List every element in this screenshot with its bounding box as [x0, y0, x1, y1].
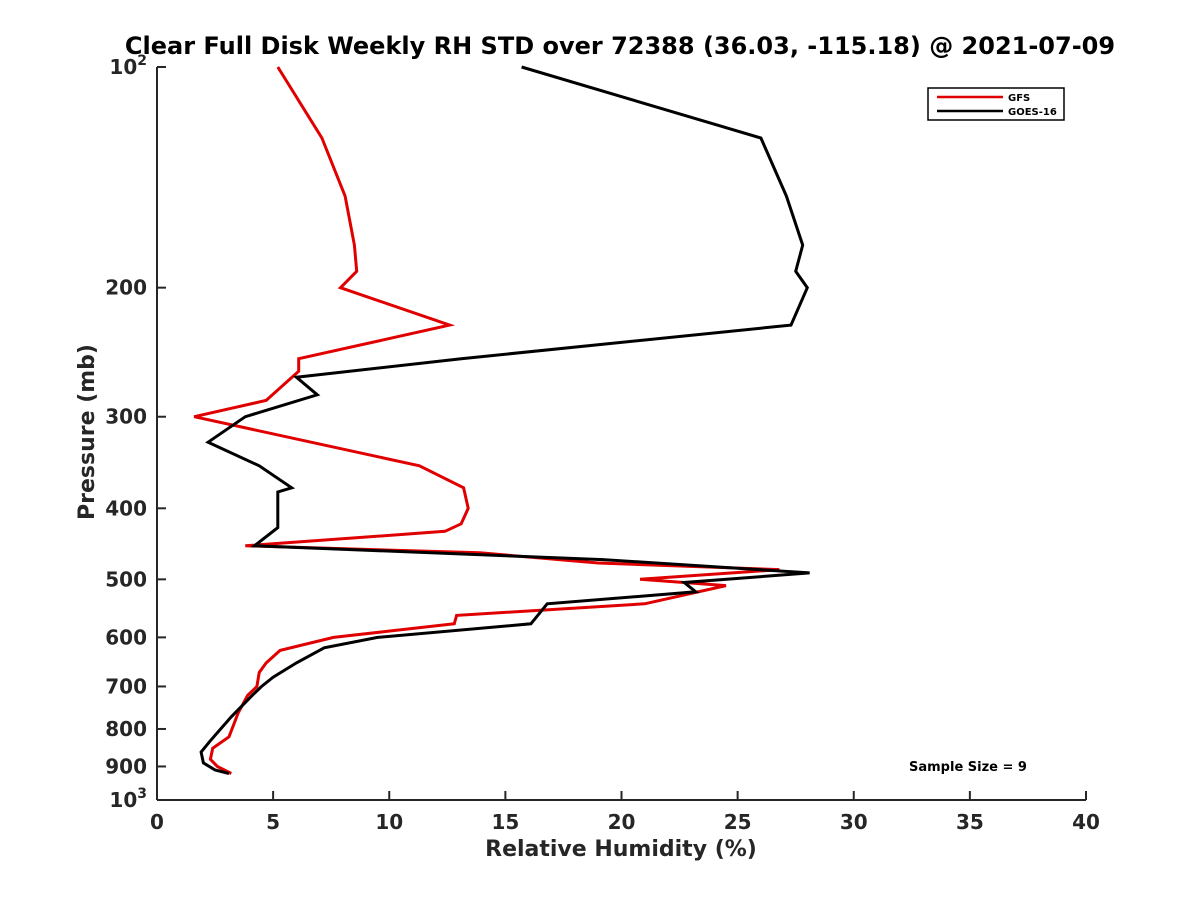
axes-layer: 0 5 10 15 20 25 30 35 40 102 200 300 400 500 600 700 800…: [105, 53, 1100, 834]
x-tick-label: 35: [956, 810, 984, 834]
x-tick-label: 15: [491, 810, 519, 834]
y-tick-label: 900: [105, 754, 147, 778]
x-tick-label: 5: [266, 810, 280, 834]
legend-box: [927, 87, 1065, 121]
legend: GFS GOES-16: [927, 87, 1065, 121]
x-axis-label: Relative Humidity (%): [485, 837, 757, 862]
x-tick-label: 40: [1072, 810, 1100, 834]
sample-size-annotation: Sample Size = 9: [909, 760, 1027, 775]
y-tick-label: 700: [105, 674, 147, 698]
y-tick-label: 500: [105, 567, 147, 591]
x-tick-label: 10: [375, 810, 403, 834]
y-tick-label: 200: [105, 276, 147, 300]
y-axis-label: Pressure (mb): [75, 344, 100, 520]
chart-title: Clear Full Disk Weekly RH STD over 72388…: [125, 32, 1115, 60]
series-layer: [193, 65, 810, 775]
legend-label-gfs: GFS: [1008, 93, 1030, 104]
x-tick-label: 20: [608, 810, 636, 834]
x-tick-label: 0: [150, 810, 164, 834]
x-tick-label: 25: [724, 810, 752, 834]
series-line-gfs: [193, 66, 780, 775]
y-tick-label: 800: [105, 717, 147, 741]
legend-label-goes16: GOES-16: [1008, 107, 1057, 118]
y-tick-label: 103: [109, 786, 147, 812]
y-tick-label: 300: [105, 405, 147, 429]
y-tick-label: 400: [105, 496, 147, 520]
series-line-goes-16: [199, 65, 810, 775]
y-tick-label: 600: [105, 625, 147, 649]
y-tick-label: 102: [109, 53, 147, 79]
x-tick-label: 30: [840, 810, 868, 834]
